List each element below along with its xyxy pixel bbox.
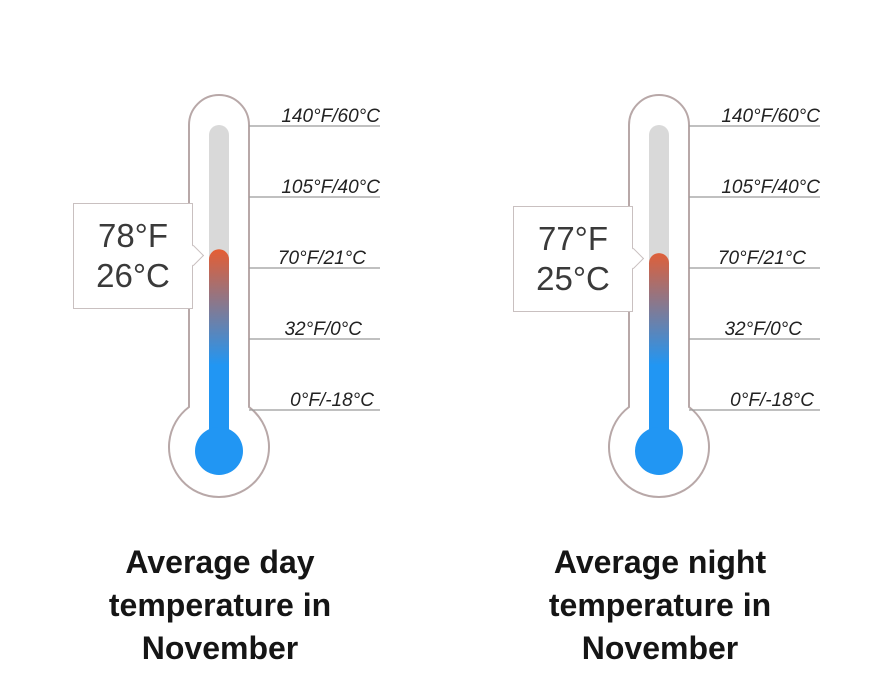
caption-line: Average day — [125, 544, 315, 580]
day-thermometer-panel: 140°F/60°C 105°F/40°C 70°F/21°C 32°F/0°C… — [0, 0, 440, 680]
mercury-bulb — [635, 427, 683, 475]
caption-line: temperature in — [108, 587, 332, 623]
scale-label-140f: 140°F/60°C — [281, 106, 380, 127]
scale-label-70f: 70°F/21°C — [278, 248, 366, 269]
scale-label-105f: 105°F/40°C — [721, 177, 820, 198]
thermometer-caption: Average day temperature in November — [40, 541, 400, 670]
thermometer-outline — [168, 94, 270, 498]
scale-label-140f: 140°F/60°C — [721, 106, 820, 127]
thermometer-graphic: 140°F/60°C 105°F/40°C 70°F/21°C 32°F/0°C… — [168, 94, 380, 498]
temperature-readout-box: 78°F 26°C — [73, 203, 193, 309]
caption-line: November — [581, 630, 739, 666]
mercury-column — [649, 253, 669, 440]
scale-label-70f: 70°F/21°C — [718, 248, 806, 269]
readout-celsius: 25°C — [536, 260, 610, 297]
scale-label-32f: 32°F/0°C — [724, 319, 802, 340]
readout-fahrenheit: 78°F — [97, 217, 169, 254]
thermometer-outline — [608, 94, 710, 498]
mercury-bulb — [195, 427, 243, 475]
readout-celsius: 26°C — [96, 257, 170, 294]
readout-fahrenheit: 77°F — [537, 220, 609, 257]
scale-label-32f: 32°F/0°C — [284, 319, 362, 340]
temperature-readout-box: 77°F 25°C — [513, 206, 633, 312]
caption-line: temperature in — [548, 587, 772, 623]
mercury-column — [209, 249, 229, 440]
caption-line: Average night — [553, 544, 767, 580]
scale-label-105f: 105°F/40°C — [281, 177, 380, 198]
thermometer-caption: Average night temperature in November — [480, 541, 840, 670]
thermometer-graphic: 140°F/60°C 105°F/40°C 70°F/21°C 32°F/0°C… — [608, 94, 820, 498]
night-thermometer-panel: 140°F/60°C 105°F/40°C 70°F/21°C 32°F/0°C… — [440, 0, 880, 680]
scale-label-0f: 0°F/-18°C — [730, 390, 814, 411]
caption-line: November — [141, 630, 299, 666]
scale-label-0f: 0°F/-18°C — [290, 390, 374, 411]
